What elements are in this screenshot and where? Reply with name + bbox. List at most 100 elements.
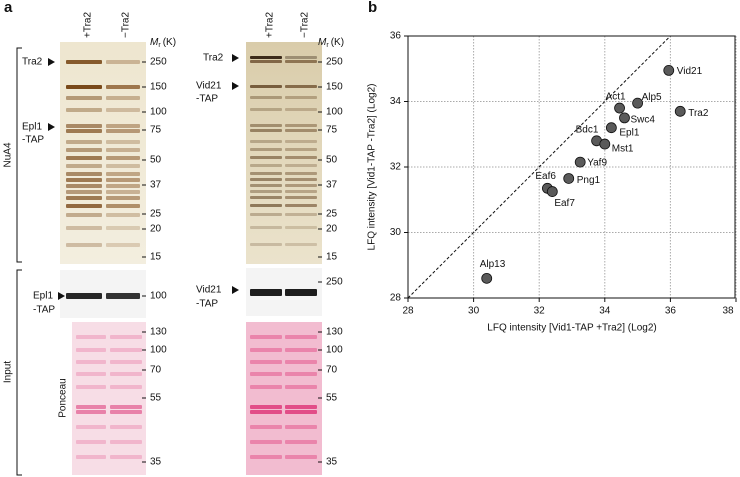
- silver-gel: [60, 42, 146, 264]
- protein-label: Vid21: [196, 81, 222, 92]
- x-tick-label: 30: [468, 306, 480, 317]
- point-label: Alp13: [480, 259, 506, 270]
- band: [66, 85, 102, 89]
- band: [250, 156, 282, 159]
- band: [285, 190, 317, 193]
- marker-label: 250: [326, 57, 343, 68]
- point: [632, 97, 643, 109]
- marker-label: 150: [326, 82, 343, 93]
- arrowhead: [48, 58, 55, 66]
- marker-label: 35: [150, 457, 162, 468]
- protein-label: Vid21: [196, 285, 222, 296]
- mr-symbol: M: [318, 37, 327, 48]
- band: [250, 164, 282, 167]
- point-label: Epl1: [619, 127, 639, 138]
- band: [250, 213, 282, 216]
- protein-label: Epl1: [22, 122, 42, 133]
- plot-frame: [407, 35, 736, 299]
- arrowhead: [232, 54, 239, 62]
- mr-unit: (K): [163, 37, 176, 48]
- band: [250, 108, 282, 111]
- point-label: Act1: [606, 92, 626, 103]
- point-label: Yaf9: [587, 158, 607, 169]
- ponceau-stain: [72, 322, 146, 475]
- x-tick-label: 34: [599, 306, 611, 317]
- band: [285, 196, 317, 199]
- band: [250, 178, 282, 181]
- band: [66, 172, 102, 176]
- band: [250, 96, 282, 99]
- band: [106, 164, 140, 168]
- band: [250, 410, 282, 414]
- band: [250, 348, 282, 352]
- band: [285, 178, 317, 181]
- band: [66, 178, 102, 182]
- marker-label: 75: [326, 125, 338, 136]
- marker-label: 250: [150, 57, 167, 68]
- band: [66, 226, 102, 230]
- band: [285, 156, 317, 159]
- lane-label: +Tra2: [83, 12, 94, 38]
- marker-label: 70: [326, 365, 338, 376]
- marker-label: 70: [150, 365, 162, 376]
- band: [285, 226, 317, 229]
- protein-label: -TAP: [196, 94, 218, 105]
- band: [76, 348, 106, 352]
- marker-label: 250: [326, 277, 343, 288]
- band: [250, 140, 282, 143]
- band: [285, 243, 317, 246]
- band: [285, 172, 317, 175]
- band: [106, 184, 140, 188]
- marker-label: 35: [326, 457, 338, 468]
- mr-subscript: r: [158, 42, 161, 49]
- point: [599, 138, 611, 150]
- y-tick-label: 34: [390, 96, 402, 107]
- band: [76, 455, 106, 459]
- panel-letter: b: [368, 0, 377, 16]
- band: [66, 243, 102, 247]
- point-label: Swc4: [630, 115, 655, 126]
- band: [250, 455, 282, 459]
- band: [250, 129, 282, 132]
- marker-label: 100: [326, 107, 343, 118]
- band: [110, 410, 142, 414]
- protein-label: -TAP: [22, 135, 44, 146]
- band: [106, 226, 140, 230]
- band: [76, 410, 106, 414]
- band: [66, 60, 102, 64]
- point-label: Bdc1: [576, 124, 599, 135]
- marker-label: 130: [326, 327, 343, 338]
- band: [250, 335, 282, 339]
- silver-gel: [246, 42, 322, 264]
- band: [76, 385, 106, 389]
- point-label: Mst1: [612, 144, 634, 155]
- band: [110, 348, 142, 352]
- point-label: Alp5: [642, 92, 662, 103]
- mr-label: Mr (K): [150, 37, 176, 49]
- band: [285, 140, 317, 143]
- band: [250, 148, 282, 151]
- marker-label: 100: [150, 291, 167, 302]
- point: [481, 272, 493, 284]
- section-label: NuA4: [3, 142, 14, 167]
- band: [76, 405, 106, 409]
- point: [563, 173, 575, 184]
- arrowhead: [232, 82, 239, 90]
- band: [285, 385, 317, 389]
- protein-label: -TAP: [196, 299, 218, 310]
- protein-label: Tra2: [22, 57, 43, 68]
- band: [106, 124, 140, 128]
- marker-label: 130: [150, 327, 167, 338]
- band: [76, 360, 106, 364]
- band: [110, 385, 142, 389]
- band: [110, 440, 142, 444]
- band: [76, 425, 106, 429]
- marker-label: 100: [326, 345, 343, 356]
- mr-unit: (K): [331, 37, 344, 48]
- point: [605, 122, 617, 134]
- mr-symbol: M: [150, 37, 159, 48]
- band: [250, 243, 282, 246]
- x-tick-label: 38: [722, 306, 734, 317]
- band: [250, 184, 282, 187]
